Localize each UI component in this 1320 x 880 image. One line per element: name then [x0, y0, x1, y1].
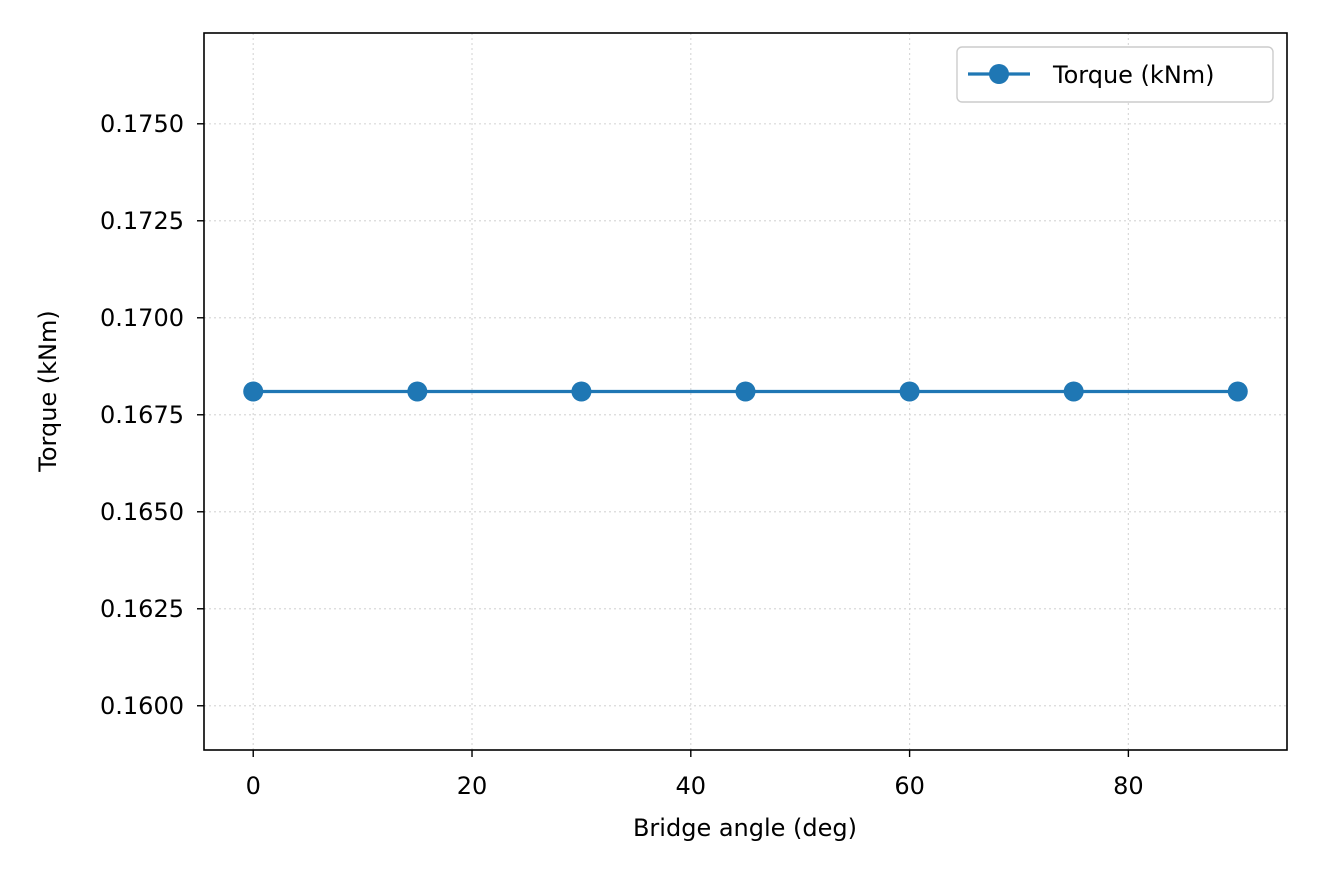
x-axis: 0 20 40 60 80 [246, 750, 1144, 800]
y-axis: 0.1600 0.1625 0.1650 0.1675 0.1700 0.1725 0.17… [100, 110, 204, 720]
data-point [1227, 381, 1248, 402]
x-tick-label: 0 [246, 772, 261, 800]
x-tick-label: 80 [1113, 772, 1144, 800]
y-tick-label: 0.1700 [100, 304, 184, 332]
data-point [735, 381, 756, 402]
y-tick-label: 0.1750 [100, 110, 184, 138]
data-point [899, 381, 920, 402]
y-tick-label: 0.1600 [100, 692, 184, 720]
data-point [407, 381, 428, 402]
x-tick-label: 60 [894, 772, 925, 800]
series-layer [243, 381, 1248, 402]
legend-box [956, 46, 1274, 103]
legend: Torque (kNm) [956, 46, 1274, 103]
legend-series-label: Torque (kNm) [1052, 61, 1215, 89]
data-point [243, 381, 264, 402]
grid [204, 33, 1287, 750]
legend-marker-icon [989, 64, 1009, 84]
y-axis-label: Torque (kNm) [34, 310, 62, 473]
x-axis-label: Bridge angle (deg) [633, 814, 857, 842]
plot-frame [203, 32, 1288, 751]
y-tick-label: 0.1650 [100, 498, 184, 526]
x-tick-label: 40 [676, 772, 707, 800]
y-tick-label: 0.1625 [100, 595, 184, 623]
data-point [1063, 381, 1084, 402]
x-tick-label: 20 [457, 772, 488, 800]
data-point [571, 381, 592, 402]
y-tick-label: 0.1725 [100, 207, 184, 235]
y-tick-label: 0.1675 [100, 401, 184, 429]
